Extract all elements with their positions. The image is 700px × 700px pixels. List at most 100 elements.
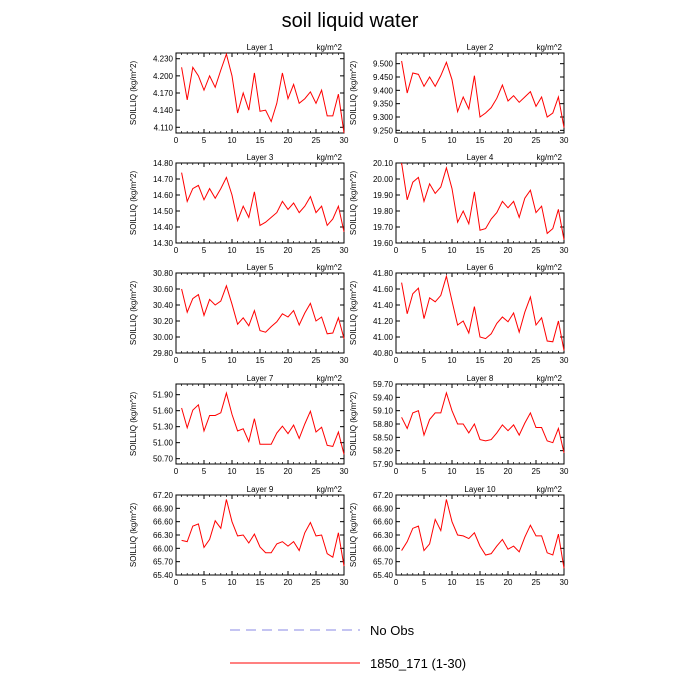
x-tick-label: 25 <box>532 136 541 145</box>
y-tick-label: 40.80 <box>373 349 394 358</box>
y-tick-label: 19.70 <box>373 223 394 232</box>
y-tick-label: 30.80 <box>153 269 174 278</box>
series-line <box>401 274 565 351</box>
panel-units: kg/m^2 <box>536 153 562 162</box>
y-tick-label: 50.70 <box>153 455 174 464</box>
x-tick-label: 25 <box>312 356 321 365</box>
panel-title: Layer 4 <box>467 153 494 162</box>
x-tick-label: 0 <box>174 467 179 476</box>
x-tick-label: 20 <box>284 578 293 587</box>
x-tick-label: 0 <box>174 136 179 145</box>
y-tick-label: 65.40 <box>153 571 174 580</box>
series-line <box>181 172 345 232</box>
x-tick-label: 20 <box>284 136 293 145</box>
x-tick-label: 25 <box>532 356 541 365</box>
y-tick-label: 66.30 <box>373 531 394 540</box>
y-tick-label: 65.70 <box>373 558 394 567</box>
panel-layer-1: Layer 1 kg/m^2 0 5 10 15 20 25 30 4.110 4.140 4.170… <box>129 43 349 145</box>
x-tick-label: 0 <box>394 467 399 476</box>
panel-units: kg/m^2 <box>536 485 562 494</box>
x-tick-label: 15 <box>256 356 265 365</box>
x-tick-label: 25 <box>532 578 541 587</box>
series-line <box>401 499 565 569</box>
x-tick-label: 15 <box>476 136 485 145</box>
legend: No Obs 1850_171 (1-30) <box>230 623 466 671</box>
y-tick-label: 29.80 <box>153 349 174 358</box>
x-tick-label: 5 <box>422 467 427 476</box>
y-tick-label: 58.80 <box>373 420 394 429</box>
y-tick-label: 51.90 <box>153 391 174 400</box>
legend-no-obs-label: No Obs <box>370 623 415 638</box>
panel-units: kg/m^2 <box>536 263 562 272</box>
y-tick-label: 30.60 <box>153 285 174 294</box>
y-tick-label: 51.60 <box>153 407 174 416</box>
x-tick-label: 20 <box>504 136 513 145</box>
y-tick-label: 4.110 <box>154 123 174 132</box>
y-tick-label: 9.300 <box>373 113 394 122</box>
panel-units: kg/m^2 <box>316 263 342 272</box>
panel-title: Layer 7 <box>247 374 274 383</box>
x-tick-label: 0 <box>394 136 399 145</box>
plot-frame <box>395 272 565 354</box>
x-tick-label: 5 <box>422 246 427 255</box>
panel-title: Layer 9 <box>247 485 274 494</box>
x-tick-label: 30 <box>560 467 569 476</box>
y-tick-label: 30.00 <box>153 333 174 342</box>
y-tick-label: 66.00 <box>153 544 174 553</box>
y-tick-label: 4.230 <box>153 55 174 64</box>
y-axis-label: SOILLIQ (kg/m^2) <box>349 171 358 236</box>
plot-frame <box>175 52 345 134</box>
y-tick-label: 66.60 <box>153 518 174 527</box>
y-tick-label: 14.60 <box>153 191 174 200</box>
x-tick-label: 30 <box>340 136 349 145</box>
y-tick-label: 30.40 <box>153 301 174 310</box>
y-tick-label: 9.500 <box>373 60 394 69</box>
x-tick-label: 20 <box>504 246 513 255</box>
plot-frame <box>175 383 345 465</box>
x-tick-label: 10 <box>448 246 457 255</box>
y-tick-label: 9.400 <box>373 86 394 95</box>
y-axis-label: SOILLIQ (kg/m^2) <box>349 392 358 457</box>
x-tick-label: 5 <box>202 246 207 255</box>
x-tick-label: 20 <box>284 246 293 255</box>
y-tick-label: 57.90 <box>373 460 394 469</box>
panel-units: kg/m^2 <box>536 43 562 52</box>
panel-title: Layer 10 <box>464 485 496 494</box>
panel-layer-10: Layer 10 kg/m^2 0 5 10 15 20 25 30 65.40 65.70 66.0… <box>349 485 569 587</box>
x-tick-label: 25 <box>312 467 321 476</box>
y-tick-label: 4.170 <box>153 89 174 98</box>
plot-frame <box>175 162 345 244</box>
x-tick-label: 0 <box>174 578 179 587</box>
panel-title: Layer 2 <box>467 43 494 52</box>
x-tick-label: 10 <box>448 356 457 365</box>
x-tick-label: 10 <box>228 467 237 476</box>
y-tick-label: 41.80 <box>373 269 394 278</box>
panel-layer-6: Layer 6 kg/m^2 0 5 10 15 20 25 30 40.80 41.00 41.20… <box>349 263 569 365</box>
x-tick-label: 15 <box>476 356 485 365</box>
panel-layer-8: Layer 8 kg/m^2 0 5 10 15 20 25 30 57.90 58.20 58.50… <box>349 374 569 476</box>
y-tick-label: 41.00 <box>373 333 394 342</box>
x-tick-label: 10 <box>448 578 457 587</box>
series-line <box>181 52 345 134</box>
y-axis-label: SOILLIQ (kg/m^2) <box>349 281 358 346</box>
y-tick-label: 19.90 <box>373 191 394 200</box>
y-tick-label: 20.10 <box>373 159 394 168</box>
y-axis-label: SOILLIQ (kg/m^2) <box>129 171 138 236</box>
series-line <box>401 162 565 240</box>
x-tick-label: 20 <box>504 578 513 587</box>
x-tick-label: 10 <box>228 136 237 145</box>
x-tick-label: 30 <box>340 467 349 476</box>
y-tick-label: 4.140 <box>153 106 174 115</box>
y-tick-label: 19.80 <box>373 207 394 216</box>
x-tick-label: 5 <box>422 578 427 587</box>
panel-layer-2: Layer 2 kg/m^2 0 5 10 15 20 25 30 9.250 9.300 9.350… <box>349 43 569 145</box>
y-tick-label: 51.00 <box>153 439 174 448</box>
plot-frame <box>175 272 345 354</box>
panels: Layer 1 kg/m^2 0 5 10 15 20 25 30 4.110 4.140 4.170… <box>129 43 569 587</box>
y-tick-label: 4.200 <box>153 72 174 81</box>
y-tick-label: 65.40 <box>373 571 394 580</box>
x-tick-label: 0 <box>394 356 399 365</box>
x-tick-label: 5 <box>422 356 427 365</box>
x-tick-label: 30 <box>560 246 569 255</box>
y-axis-label: SOILLIQ (kg/m^2) <box>129 281 138 346</box>
